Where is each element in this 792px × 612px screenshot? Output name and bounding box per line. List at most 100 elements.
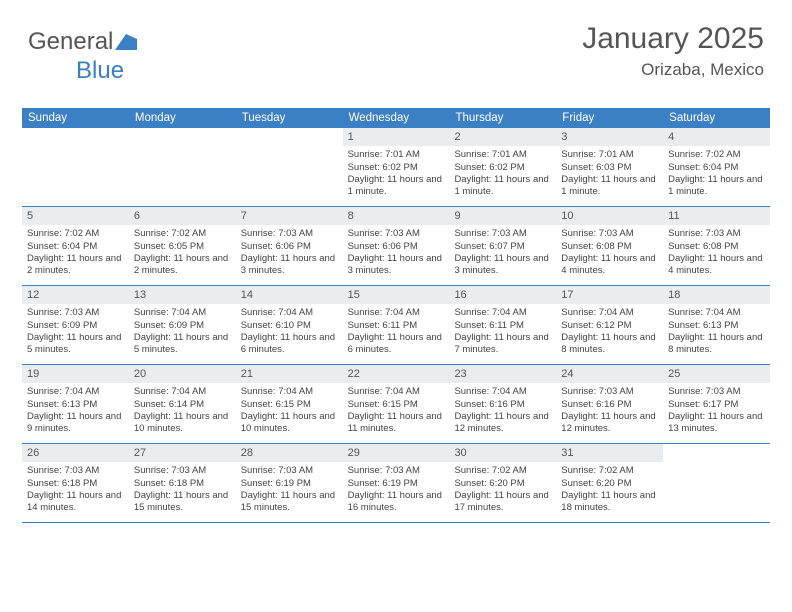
day-number: 21 [236,365,343,383]
day-number: 13 [129,286,236,304]
daylight-line: Daylight: 11 hours and 7 minutes. [454,332,551,357]
sunset-line: Sunset: 6:18 PM [27,478,124,490]
sunset-line: Sunset: 6:06 PM [241,241,338,253]
daylight-line: Daylight: 11 hours and 10 minutes. [241,411,338,436]
sunset-line: Sunset: 6:09 PM [134,320,231,332]
sunrise-line: Sunrise: 7:03 AM [27,465,124,477]
daylight-line: Daylight: 11 hours and 15 minutes. [134,490,231,515]
day-cell [663,444,770,522]
day-number: 23 [449,365,556,383]
sunset-line: Sunset: 6:12 PM [561,320,658,332]
sunrise-line: Sunrise: 7:04 AM [27,386,124,398]
day-number: 7 [236,207,343,225]
day-number [236,128,343,146]
day-cell: 8Sunrise: 7:03 AMSunset: 6:06 PMDaylight… [343,207,450,285]
daylight-line: Daylight: 11 hours and 8 minutes. [668,332,765,357]
day-details: Sunrise: 7:04 AMSunset: 6:11 PMDaylight:… [449,304,556,361]
day-cell: 1Sunrise: 7:01 AMSunset: 6:02 PMDaylight… [343,128,450,206]
sunrise-line: Sunrise: 7:01 AM [454,149,551,161]
day-details: Sunrise: 7:01 AMSunset: 6:02 PMDaylight:… [449,146,556,203]
sunrise-line: Sunrise: 7:03 AM [668,228,765,240]
day-details: Sunrise: 7:03 AMSunset: 6:08 PMDaylight:… [663,225,770,282]
week-row: 12Sunrise: 7:03 AMSunset: 6:09 PMDayligh… [22,286,770,365]
day-number: 4 [663,128,770,146]
sunrise-line: Sunrise: 7:04 AM [241,386,338,398]
day-details: Sunrise: 7:03 AMSunset: 6:08 PMDaylight:… [556,225,663,282]
sunrise-line: Sunrise: 7:03 AM [668,386,765,398]
day-details: Sunrise: 7:02 AMSunset: 6:04 PMDaylight:… [663,146,770,203]
daylight-line: Daylight: 11 hours and 3 minutes. [241,253,338,278]
sunrise-line: Sunrise: 7:04 AM [241,307,338,319]
day-number: 28 [236,444,343,462]
day-details: Sunrise: 7:04 AMSunset: 6:13 PMDaylight:… [663,304,770,361]
day-number: 31 [556,444,663,462]
day-number: 16 [449,286,556,304]
daylight-line: Daylight: 11 hours and 15 minutes. [241,490,338,515]
day-cell: 7Sunrise: 7:03 AMSunset: 6:06 PMDaylight… [236,207,343,285]
sunset-line: Sunset: 6:15 PM [241,399,338,411]
sunset-line: Sunset: 6:06 PM [348,241,445,253]
day-details: Sunrise: 7:04 AMSunset: 6:13 PMDaylight:… [22,383,129,440]
sunrise-line: Sunrise: 7:02 AM [27,228,124,240]
daylight-line: Daylight: 11 hours and 2 minutes. [134,253,231,278]
daylight-line: Daylight: 11 hours and 2 minutes. [27,253,124,278]
week-row: 1Sunrise: 7:01 AMSunset: 6:02 PMDaylight… [22,128,770,207]
day-cell: 20Sunrise: 7:04 AMSunset: 6:14 PMDayligh… [129,365,236,443]
sunset-line: Sunset: 6:04 PM [668,162,765,174]
day-cell: 14Sunrise: 7:04 AMSunset: 6:10 PMDayligh… [236,286,343,364]
logo-text-1: General [28,28,113,55]
daylight-line: Daylight: 11 hours and 14 minutes. [27,490,124,515]
day-number: 3 [556,128,663,146]
sunrise-line: Sunrise: 7:03 AM [241,228,338,240]
day-number [663,444,770,462]
day-number: 15 [343,286,450,304]
sunset-line: Sunset: 6:07 PM [454,241,551,253]
weeks-container: 1Sunrise: 7:01 AMSunset: 6:02 PMDaylight… [22,128,770,523]
sunset-line: Sunset: 6:02 PM [454,162,551,174]
day-number: 11 [663,207,770,225]
daylight-line: Daylight: 11 hours and 3 minutes. [348,253,445,278]
daylight-line: Daylight: 11 hours and 3 minutes. [454,253,551,278]
day-cell: 12Sunrise: 7:03 AMSunset: 6:09 PMDayligh… [22,286,129,364]
daylight-line: Daylight: 11 hours and 17 minutes. [454,490,551,515]
day-cell: 27Sunrise: 7:03 AMSunset: 6:18 PMDayligh… [129,444,236,522]
daylight-line: Daylight: 11 hours and 12 minutes. [561,411,658,436]
day-number: 25 [663,365,770,383]
sunset-line: Sunset: 6:05 PM [134,241,231,253]
sunrise-line: Sunrise: 7:04 AM [348,307,445,319]
day-header-cell: Thursday [449,108,556,128]
day-details: Sunrise: 7:04 AMSunset: 6:14 PMDaylight:… [129,383,236,440]
day-number: 19 [22,365,129,383]
day-header-cell: Tuesday [236,108,343,128]
sunrise-line: Sunrise: 7:03 AM [561,228,658,240]
day-details: Sunrise: 7:03 AMSunset: 6:06 PMDaylight:… [343,225,450,282]
day-number: 24 [556,365,663,383]
sunrise-line: Sunrise: 7:02 AM [668,149,765,161]
day-header-row: SundayMondayTuesdayWednesdayThursdayFrid… [22,108,770,128]
sunset-line: Sunset: 6:14 PM [134,399,231,411]
day-details: Sunrise: 7:03 AMSunset: 6:19 PMDaylight:… [236,462,343,519]
week-row: 26Sunrise: 7:03 AMSunset: 6:18 PMDayligh… [22,444,770,523]
logo: General Blue [28,28,137,85]
sunset-line: Sunset: 6:19 PM [241,478,338,490]
day-header-cell: Monday [129,108,236,128]
day-details: Sunrise: 7:04 AMSunset: 6:11 PMDaylight:… [343,304,450,361]
daylight-line: Daylight: 11 hours and 11 minutes. [348,411,445,436]
sunset-line: Sunset: 6:16 PM [561,399,658,411]
day-details: Sunrise: 7:02 AMSunset: 6:05 PMDaylight:… [129,225,236,282]
daylight-line: Daylight: 11 hours and 9 minutes. [27,411,124,436]
month-title: January 2025 [582,22,764,56]
day-details: Sunrise: 7:03 AMSunset: 6:06 PMDaylight:… [236,225,343,282]
sunrise-line: Sunrise: 7:01 AM [348,149,445,161]
sunset-line: Sunset: 6:20 PM [561,478,658,490]
header: January 2025 Orizaba, Mexico [582,22,764,80]
sunset-line: Sunset: 6:13 PM [27,399,124,411]
calendar: SundayMondayTuesdayWednesdayThursdayFrid… [22,108,770,523]
sunrise-line: Sunrise: 7:04 AM [668,307,765,319]
sunset-line: Sunset: 6:08 PM [561,241,658,253]
sunset-line: Sunset: 6:16 PM [454,399,551,411]
day-number: 12 [22,286,129,304]
sunset-line: Sunset: 6:17 PM [668,399,765,411]
sunset-line: Sunset: 6:19 PM [348,478,445,490]
day-cell: 3Sunrise: 7:01 AMSunset: 6:03 PMDaylight… [556,128,663,206]
